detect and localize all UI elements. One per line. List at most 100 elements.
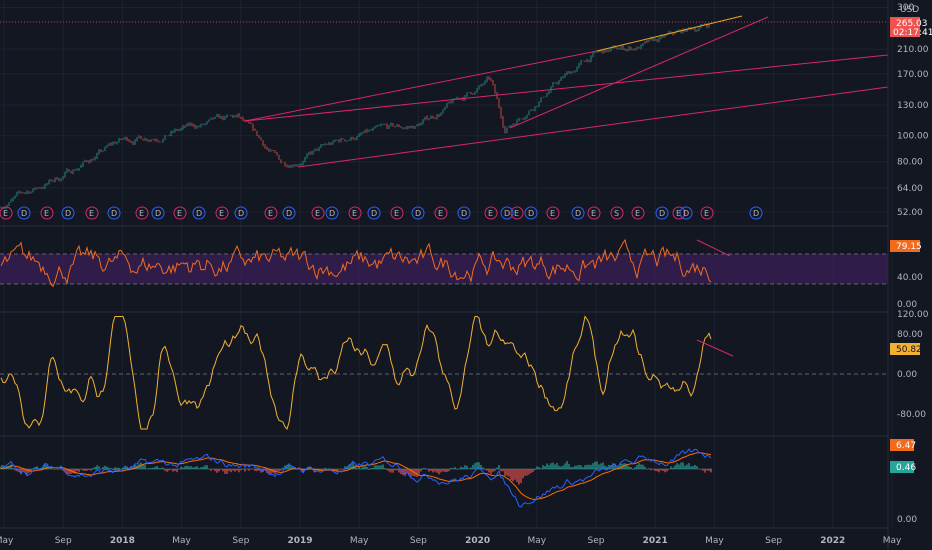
oscillator-pane[interactable] (0, 315, 888, 430)
macd-histogram-bar (442, 469, 444, 472)
time-scale[interactable]: May Sep 2018 May Sep 2019 May Sep 2020 May Sep 2021… (0, 536, 902, 546)
event-marker[interactable] (631, 206, 645, 220)
event-marker[interactable] (85, 206, 99, 220)
macd-histogram-bar (584, 465, 586, 469)
event-marker[interactable] (484, 206, 498, 220)
time-tick-label: Sep (588, 536, 605, 546)
macd-histogram-bar (606, 466, 608, 469)
macd-histogram-bar (630, 467, 632, 469)
macd-histogram-bar (524, 469, 526, 476)
event-marker[interactable] (434, 206, 448, 220)
event-marker[interactable] (325, 206, 339, 220)
oscillator-ticks: 120.00 80.00 0.00 -80.00 (897, 310, 929, 420)
macd-histogram-bar (278, 469, 280, 472)
trendline[interactable] (297, 86, 889, 168)
macd-histogram-bar (594, 461, 596, 469)
time-tick-label: May (527, 536, 546, 546)
macd-histogram-bar (330, 469, 332, 470)
oscillator-trendline[interactable] (696, 339, 734, 357)
event-marker[interactable] (749, 206, 763, 220)
event-marker[interactable] (107, 206, 121, 220)
trendline[interactable] (244, 54, 889, 122)
trendline[interactable] (509, 16, 769, 129)
event-marker[interactable] (411, 206, 425, 220)
event-marker[interactable] (571, 206, 585, 220)
rsi-trendline[interactable] (696, 239, 731, 257)
event-marker[interactable] (679, 206, 693, 220)
event-marker[interactable] (524, 206, 538, 220)
event-marker[interactable] (390, 206, 404, 220)
macd-ticks: 0.00 (897, 515, 917, 525)
event-marker[interactable] (192, 206, 206, 220)
macd-histogram-bar (352, 462, 354, 469)
macd-histogram-bar (114, 467, 116, 469)
event-marker[interactable] (510, 206, 524, 220)
macd-histogram-bar (94, 466, 96, 469)
event-marker[interactable] (311, 206, 325, 220)
signal-line (0, 452, 712, 501)
event-marker[interactable] (700, 206, 714, 220)
event-marker[interactable] (655, 206, 669, 220)
macd-histogram-bar (434, 469, 436, 472)
event-marker[interactable] (546, 206, 560, 220)
event-marker[interactable] (610, 206, 624, 220)
macd-histogram-bar (600, 463, 602, 469)
trendline[interactable] (244, 50, 598, 122)
rsi-line (0, 238, 712, 288)
event-marker[interactable] (672, 206, 686, 220)
event-marker-label: E (268, 209, 273, 218)
event-marker[interactable] (151, 206, 165, 220)
event-marker[interactable] (457, 206, 471, 220)
macd-histogram-bar (432, 469, 434, 473)
macd-histogram-bar (626, 464, 628, 469)
event-marker[interactable] (40, 206, 54, 220)
rsi-pane[interactable] (0, 238, 888, 288)
macd-histogram-bar (98, 466, 100, 469)
macd-histogram-bar (392, 469, 394, 473)
event-marker-label: E (315, 209, 320, 218)
macd-histogram-bar (192, 467, 194, 469)
macd-histogram-bar (142, 464, 144, 469)
macd-histogram-bar (188, 466, 190, 469)
event-marker-label: S (614, 209, 619, 218)
event-marker[interactable] (173, 206, 187, 220)
event-marker[interactable] (282, 206, 296, 220)
event-marker[interactable] (61, 206, 75, 220)
price-scale[interactable]: USD 52.00 64.00 80.00 100.00 130.00 170.00 210… (890, 3, 932, 525)
macd-histogram-bar (186, 465, 188, 469)
macd-histogram-bar (322, 469, 324, 470)
macd-histogram-bar (542, 465, 544, 469)
macd-histogram-bar (408, 469, 410, 476)
macd-histogram-bar (416, 469, 418, 477)
macd-histogram-bar (614, 463, 616, 469)
macd-histogram-bar (478, 462, 480, 469)
event-marker[interactable] (0, 206, 13, 220)
event-marker[interactable] (264, 206, 278, 220)
macd-histogram-bar (568, 464, 570, 469)
macd-histogram-bar (364, 465, 366, 469)
macd-histogram-bar (698, 469, 700, 470)
event-marker[interactable] (215, 206, 229, 220)
macd-histogram-bar (384, 468, 386, 469)
macd-pane[interactable] (0, 448, 712, 508)
macd-histogram-bar (26, 469, 28, 475)
event-marker-label: E (219, 209, 224, 218)
event-marker[interactable] (500, 206, 514, 220)
macd-histogram-bar (292, 466, 294, 469)
macd-histogram-bar (660, 469, 662, 471)
bar-countdown: 02:17:41 (893, 28, 932, 38)
event-marker[interactable] (367, 206, 381, 220)
event-marker[interactable] (17, 206, 31, 220)
macd-histogram-bar (492, 469, 494, 472)
macd-histogram-bar (562, 465, 564, 469)
event-marker[interactable] (135, 206, 149, 220)
event-marker[interactable] (348, 206, 362, 220)
event-marker-label: D (329, 209, 335, 218)
event-marker[interactable] (234, 206, 248, 220)
macd-histogram-bar (80, 469, 82, 470)
macd-histogram-bar (224, 469, 226, 474)
event-marker[interactable] (587, 206, 601, 220)
